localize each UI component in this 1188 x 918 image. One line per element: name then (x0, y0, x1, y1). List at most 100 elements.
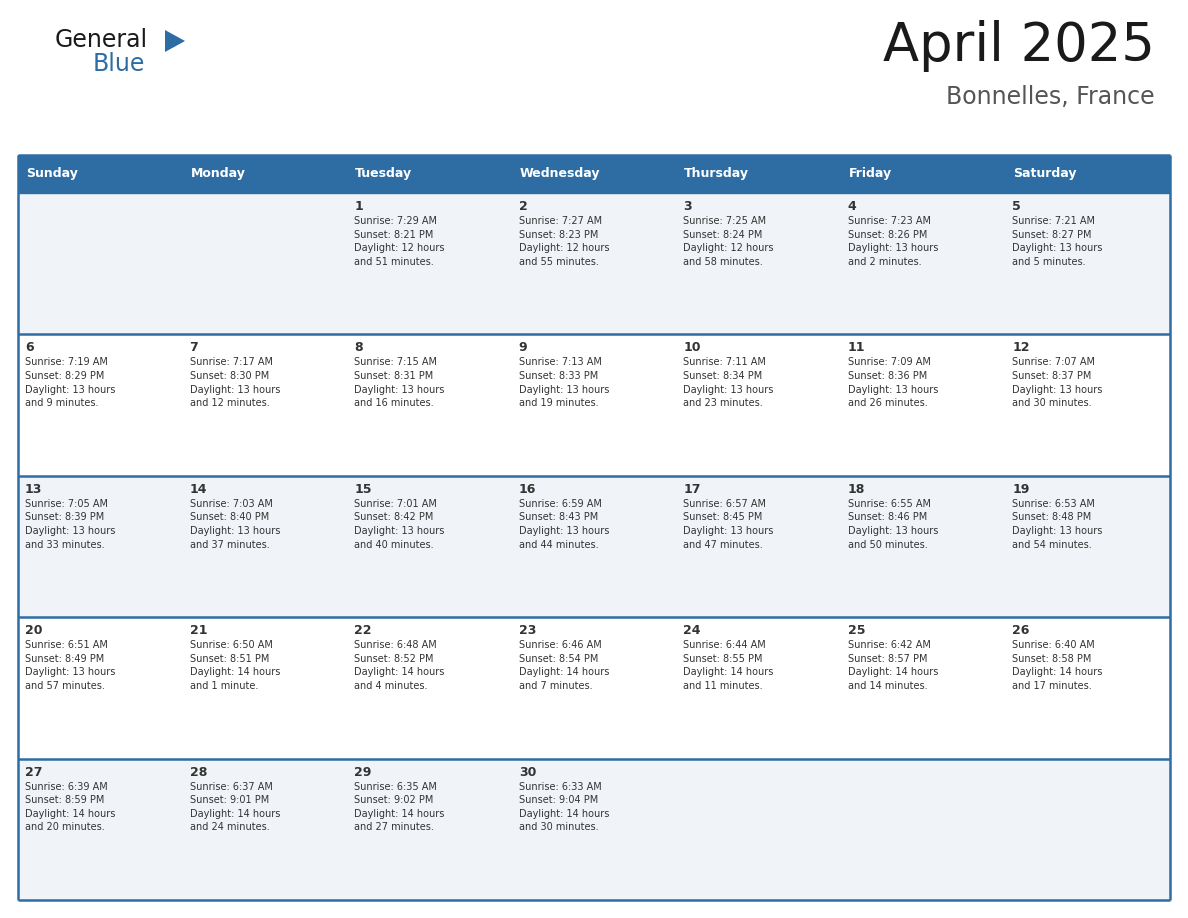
Bar (512, 617, 676, 758)
Bar (841, 155, 1005, 193)
Bar (183, 334, 347, 476)
Bar (347, 334, 512, 476)
Bar (1005, 334, 1170, 476)
Text: Sunrise: 6:44 AM
Sunset: 8:55 PM
Daylight: 14 hours
and 11 minutes.: Sunrise: 6:44 AM Sunset: 8:55 PM Dayligh… (683, 640, 773, 691)
Bar (183, 155, 347, 193)
Text: 11: 11 (848, 341, 865, 354)
Text: Sunrise: 6:57 AM
Sunset: 8:45 PM
Daylight: 13 hours
and 47 minutes.: Sunrise: 6:57 AM Sunset: 8:45 PM Dayligh… (683, 498, 773, 550)
Text: 25: 25 (848, 624, 865, 637)
Polygon shape (165, 30, 185, 52)
Text: Saturday: Saturday (1013, 167, 1078, 181)
Bar (347, 758, 512, 900)
Bar (1005, 155, 1170, 193)
Text: Friday: Friday (849, 167, 892, 181)
Text: Sunrise: 6:39 AM
Sunset: 8:59 PM
Daylight: 14 hours
and 20 minutes.: Sunrise: 6:39 AM Sunset: 8:59 PM Dayligh… (25, 781, 115, 833)
Text: Blue: Blue (93, 52, 145, 76)
Text: 14: 14 (190, 483, 207, 496)
Text: 8: 8 (354, 341, 362, 354)
Text: 9: 9 (519, 341, 527, 354)
Bar (676, 758, 841, 900)
Bar (347, 193, 512, 334)
Text: 12: 12 (1012, 341, 1030, 354)
Bar (183, 617, 347, 758)
Bar (1005, 476, 1170, 617)
Bar (841, 617, 1005, 758)
Text: 13: 13 (25, 483, 43, 496)
Bar (183, 476, 347, 617)
Text: Sunrise: 7:27 AM
Sunset: 8:23 PM
Daylight: 12 hours
and 55 minutes.: Sunrise: 7:27 AM Sunset: 8:23 PM Dayligh… (519, 216, 609, 267)
Text: Sunrise: 6:55 AM
Sunset: 8:46 PM
Daylight: 13 hours
and 50 minutes.: Sunrise: 6:55 AM Sunset: 8:46 PM Dayligh… (848, 498, 939, 550)
Text: Sunrise: 7:15 AM
Sunset: 8:31 PM
Daylight: 13 hours
and 16 minutes.: Sunrise: 7:15 AM Sunset: 8:31 PM Dayligh… (354, 357, 444, 409)
Bar (347, 155, 512, 193)
Text: Sunrise: 6:37 AM
Sunset: 9:01 PM
Daylight: 14 hours
and 24 minutes.: Sunrise: 6:37 AM Sunset: 9:01 PM Dayligh… (190, 781, 280, 833)
Text: Sunrise: 7:05 AM
Sunset: 8:39 PM
Daylight: 13 hours
and 33 minutes.: Sunrise: 7:05 AM Sunset: 8:39 PM Dayligh… (25, 498, 115, 550)
Bar (512, 476, 676, 617)
Text: Sunrise: 6:51 AM
Sunset: 8:49 PM
Daylight: 13 hours
and 57 minutes.: Sunrise: 6:51 AM Sunset: 8:49 PM Dayligh… (25, 640, 115, 691)
Text: Sunrise: 6:35 AM
Sunset: 9:02 PM
Daylight: 14 hours
and 27 minutes.: Sunrise: 6:35 AM Sunset: 9:02 PM Dayligh… (354, 781, 444, 833)
Text: 19: 19 (1012, 483, 1030, 496)
Bar (512, 193, 676, 334)
Text: Sunrise: 6:50 AM
Sunset: 8:51 PM
Daylight: 14 hours
and 1 minute.: Sunrise: 6:50 AM Sunset: 8:51 PM Dayligh… (190, 640, 280, 691)
Text: Sunrise: 7:23 AM
Sunset: 8:26 PM
Daylight: 13 hours
and 2 minutes.: Sunrise: 7:23 AM Sunset: 8:26 PM Dayligh… (848, 216, 939, 267)
Text: 4: 4 (848, 200, 857, 213)
Bar (1005, 758, 1170, 900)
Bar (676, 334, 841, 476)
Text: 23: 23 (519, 624, 536, 637)
Text: Sunrise: 7:11 AM
Sunset: 8:34 PM
Daylight: 13 hours
and 23 minutes.: Sunrise: 7:11 AM Sunset: 8:34 PM Dayligh… (683, 357, 773, 409)
Text: Sunrise: 7:13 AM
Sunset: 8:33 PM
Daylight: 13 hours
and 19 minutes.: Sunrise: 7:13 AM Sunset: 8:33 PM Dayligh… (519, 357, 609, 409)
Text: Sunrise: 7:17 AM
Sunset: 8:30 PM
Daylight: 13 hours
and 12 minutes.: Sunrise: 7:17 AM Sunset: 8:30 PM Dayligh… (190, 357, 280, 409)
Bar (18, 476, 183, 617)
Text: Sunrise: 7:25 AM
Sunset: 8:24 PM
Daylight: 12 hours
and 58 minutes.: Sunrise: 7:25 AM Sunset: 8:24 PM Dayligh… (683, 216, 773, 267)
Text: 24: 24 (683, 624, 701, 637)
Bar (18, 758, 183, 900)
Text: 27: 27 (25, 766, 43, 778)
Text: Sunrise: 7:19 AM
Sunset: 8:29 PM
Daylight: 13 hours
and 9 minutes.: Sunrise: 7:19 AM Sunset: 8:29 PM Dayligh… (25, 357, 115, 409)
Text: Tuesday: Tuesday (355, 167, 412, 181)
Text: Sunrise: 7:07 AM
Sunset: 8:37 PM
Daylight: 13 hours
and 30 minutes.: Sunrise: 7:07 AM Sunset: 8:37 PM Dayligh… (1012, 357, 1102, 409)
Text: 21: 21 (190, 624, 207, 637)
Text: 18: 18 (848, 483, 865, 496)
Bar (676, 476, 841, 617)
Bar (676, 193, 841, 334)
Text: 1: 1 (354, 200, 362, 213)
Text: Sunrise: 6:42 AM
Sunset: 8:57 PM
Daylight: 14 hours
and 14 minutes.: Sunrise: 6:42 AM Sunset: 8:57 PM Dayligh… (848, 640, 939, 691)
Text: 30: 30 (519, 766, 536, 778)
Text: 29: 29 (354, 766, 372, 778)
Text: Sunrise: 6:53 AM
Sunset: 8:48 PM
Daylight: 13 hours
and 54 minutes.: Sunrise: 6:53 AM Sunset: 8:48 PM Dayligh… (1012, 498, 1102, 550)
Text: 28: 28 (190, 766, 207, 778)
Bar (183, 193, 347, 334)
Bar (512, 334, 676, 476)
Text: 10: 10 (683, 341, 701, 354)
Text: 15: 15 (354, 483, 372, 496)
Bar (183, 758, 347, 900)
Bar (347, 617, 512, 758)
Text: 2: 2 (519, 200, 527, 213)
Text: General: General (55, 28, 148, 52)
Bar (1005, 617, 1170, 758)
Text: 7: 7 (190, 341, 198, 354)
Bar (1005, 193, 1170, 334)
Text: Sunrise: 7:03 AM
Sunset: 8:40 PM
Daylight: 13 hours
and 37 minutes.: Sunrise: 7:03 AM Sunset: 8:40 PM Dayligh… (190, 498, 280, 550)
Text: 16: 16 (519, 483, 536, 496)
Bar (841, 193, 1005, 334)
Text: Sunrise: 7:21 AM
Sunset: 8:27 PM
Daylight: 13 hours
and 5 minutes.: Sunrise: 7:21 AM Sunset: 8:27 PM Dayligh… (1012, 216, 1102, 267)
Text: April 2025: April 2025 (883, 20, 1155, 72)
Bar (18, 193, 183, 334)
Text: Sunrise: 7:29 AM
Sunset: 8:21 PM
Daylight: 12 hours
and 51 minutes.: Sunrise: 7:29 AM Sunset: 8:21 PM Dayligh… (354, 216, 444, 267)
Text: Sunrise: 6:40 AM
Sunset: 8:58 PM
Daylight: 14 hours
and 17 minutes.: Sunrise: 6:40 AM Sunset: 8:58 PM Dayligh… (1012, 640, 1102, 691)
Text: Thursday: Thursday (684, 167, 750, 181)
Text: Sunrise: 7:09 AM
Sunset: 8:36 PM
Daylight: 13 hours
and 26 minutes.: Sunrise: 7:09 AM Sunset: 8:36 PM Dayligh… (848, 357, 939, 409)
Text: Sunrise: 6:46 AM
Sunset: 8:54 PM
Daylight: 14 hours
and 7 minutes.: Sunrise: 6:46 AM Sunset: 8:54 PM Dayligh… (519, 640, 609, 691)
Text: 3: 3 (683, 200, 691, 213)
Text: Sunrise: 7:01 AM
Sunset: 8:42 PM
Daylight: 13 hours
and 40 minutes.: Sunrise: 7:01 AM Sunset: 8:42 PM Dayligh… (354, 498, 444, 550)
Bar (512, 758, 676, 900)
Text: Sunrise: 6:33 AM
Sunset: 9:04 PM
Daylight: 14 hours
and 30 minutes.: Sunrise: 6:33 AM Sunset: 9:04 PM Dayligh… (519, 781, 609, 833)
Bar (841, 758, 1005, 900)
Bar (841, 334, 1005, 476)
Bar (676, 617, 841, 758)
Bar (841, 476, 1005, 617)
Text: Sunrise: 6:48 AM
Sunset: 8:52 PM
Daylight: 14 hours
and 4 minutes.: Sunrise: 6:48 AM Sunset: 8:52 PM Dayligh… (354, 640, 444, 691)
Text: 22: 22 (354, 624, 372, 637)
Bar (347, 476, 512, 617)
Bar (18, 334, 183, 476)
